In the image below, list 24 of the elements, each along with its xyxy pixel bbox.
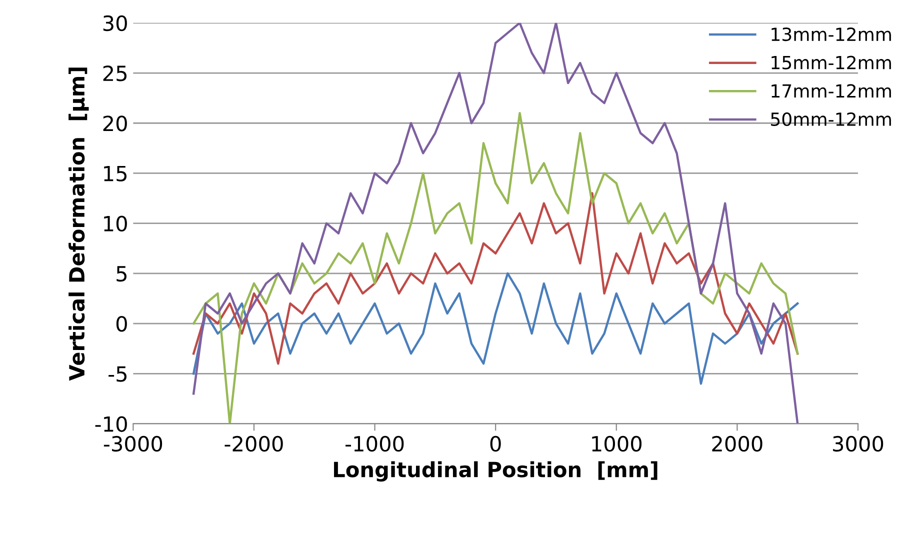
x-tick-label: 2000 — [712, 436, 762, 452]
y-tick-label: 25 — [103, 65, 126, 82]
legend-label: 50mm-12mm — [771, 112, 891, 126]
x-tick-label: -2000 — [224, 436, 283, 452]
x-axis-title: Longitudinal Position [mm] — [334, 461, 658, 482]
x-tick-label: 1000 — [592, 436, 642, 452]
line-series — [192, 192, 799, 365]
y-tick-label: -5 — [108, 366, 126, 382]
y-tick-label: 0 — [116, 316, 127, 332]
line-series — [192, 272, 799, 385]
legend-label: 15mm-12mm — [772, 56, 891, 70]
y-axis-title: Vertical Deformation [µm] — [68, 68, 89, 381]
legend-label: 17mm-12mm — [772, 84, 891, 98]
y-tick-label: 5 — [116, 266, 126, 282]
y-tick-label: 30 — [103, 15, 127, 32]
legend-label: 13mm-12mm — [772, 27, 891, 42]
y-tick-label: 15 — [104, 166, 126, 182]
y-tick-label: -10 — [95, 416, 127, 432]
x-tick-label: 0 — [490, 436, 501, 452]
x-tick-label: 3000 — [833, 436, 884, 452]
x-tick-label: -3000 — [104, 436, 162, 452]
x-tick-label: -1000 — [346, 436, 404, 452]
y-tick-label: 10 — [104, 216, 127, 232]
y-tick-label: 20 — [103, 116, 127, 132]
